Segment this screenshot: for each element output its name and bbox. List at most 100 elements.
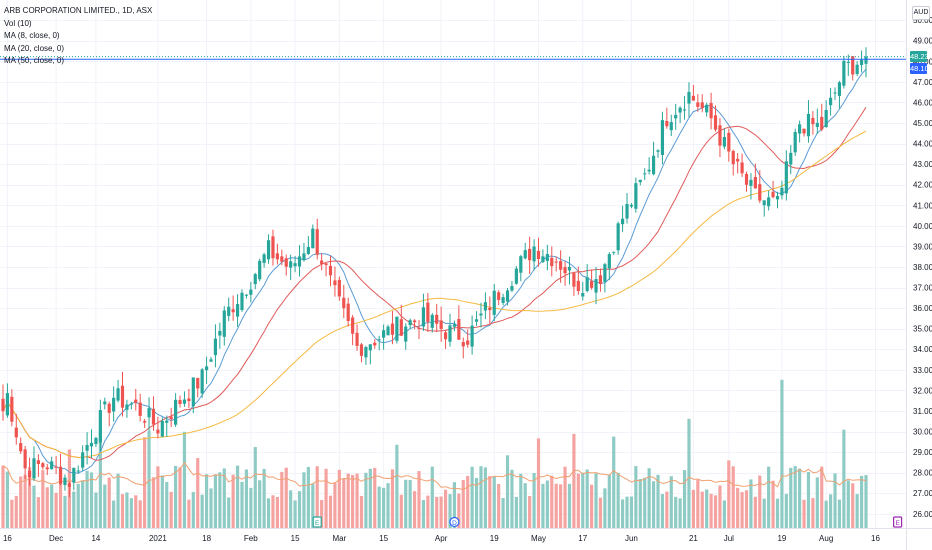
candle-body xyxy=(58,466,63,484)
volume-bar xyxy=(19,476,23,528)
y-tick-label: 45.00 xyxy=(913,119,932,128)
candle-body xyxy=(820,116,824,130)
candle-body xyxy=(10,396,14,422)
candle-body xyxy=(417,327,421,329)
currency-label[interactable]: AUD xyxy=(912,6,930,20)
legend-ma50[interactable]: MA (50, close, 0) xyxy=(4,56,65,65)
volume-bar xyxy=(855,494,859,528)
volume-bar xyxy=(620,499,625,528)
y-tick-label: 47.00 xyxy=(913,78,932,87)
ma-8-line xyxy=(2,68,867,474)
candle-body xyxy=(235,304,240,317)
event-marker[interactable]: D xyxy=(449,516,460,528)
candle-body xyxy=(143,420,147,423)
candle-body xyxy=(1,398,5,412)
volume-bar xyxy=(474,477,479,528)
volume-bar xyxy=(625,496,629,528)
candle-body xyxy=(32,458,36,479)
volume-bar xyxy=(262,468,266,528)
y-tick-label: 29.00 xyxy=(913,448,932,457)
candle-body xyxy=(572,273,576,287)
legend-ma8[interactable]: MA (8, close, 0) xyxy=(4,31,60,40)
candle-body xyxy=(404,326,408,342)
volume-bar xyxy=(174,465,178,528)
candle-body xyxy=(620,218,625,225)
volume-bar xyxy=(351,475,355,528)
y-tick-label: 38.00 xyxy=(913,263,932,272)
y-tick-label: 41.00 xyxy=(913,201,932,210)
legend-vol[interactable]: Vol (10) xyxy=(4,18,32,28)
x-tick-label: Jul xyxy=(724,534,734,543)
volume-bar xyxy=(421,500,426,528)
volume-bar xyxy=(112,500,116,528)
moving-average-lines xyxy=(2,68,867,474)
candle-body xyxy=(355,332,359,346)
candle-body xyxy=(691,95,695,101)
volume-bar xyxy=(342,478,346,528)
volume-bar xyxy=(138,500,142,528)
volume-bar xyxy=(541,483,545,528)
volume-bar xyxy=(585,469,589,528)
y-tick-label: 43.00 xyxy=(913,160,932,169)
volume-bar xyxy=(63,495,67,528)
volume-bar xyxy=(833,473,837,528)
volume-bar xyxy=(315,466,319,528)
event-marker[interactable]: E xyxy=(312,516,322,528)
y-tick-label: 26.00 xyxy=(913,510,932,519)
volume-bar xyxy=(165,481,169,528)
candle-body xyxy=(457,319,461,340)
candle-body xyxy=(156,429,160,434)
volume-bar xyxy=(275,496,279,528)
event-marker-label: E xyxy=(895,520,900,527)
volume-bar xyxy=(426,495,430,528)
volume-bar xyxy=(802,499,806,528)
candle-body xyxy=(439,320,443,329)
legend-ma20[interactable]: MA (20, close, 0) xyxy=(4,43,65,53)
candle-body xyxy=(505,290,510,302)
volume-bar xyxy=(218,472,222,528)
candle-body xyxy=(244,294,249,296)
volume-bar xyxy=(107,477,111,528)
candle-body xyxy=(474,319,479,322)
candle-body xyxy=(775,195,780,200)
candle-body xyxy=(430,314,434,328)
volume-bar xyxy=(156,466,160,528)
candle-body xyxy=(45,467,49,470)
volume-bar xyxy=(240,481,244,528)
x-tick-label: Jun xyxy=(625,534,638,543)
candle-body xyxy=(709,103,713,119)
y-tick-label: 39.00 xyxy=(913,242,932,251)
event-marker[interactable]: E xyxy=(893,516,903,528)
volume-bar xyxy=(32,485,36,528)
candle-body xyxy=(320,260,324,264)
candle-body xyxy=(359,344,364,356)
volume-bar xyxy=(815,477,819,528)
candle-body xyxy=(138,402,142,416)
dividend-icon xyxy=(449,516,460,528)
volume-bar xyxy=(1,465,5,528)
volume-bar xyxy=(669,476,673,528)
volume-bar xyxy=(567,483,572,528)
candle-body xyxy=(842,60,846,86)
candle-body xyxy=(581,293,585,297)
candle-body xyxy=(846,61,850,63)
volume-bar xyxy=(359,495,364,528)
candle-body xyxy=(182,399,187,404)
volume-bar xyxy=(439,496,443,528)
candle-body xyxy=(470,325,474,347)
candle-body xyxy=(545,254,549,261)
volume-bar xyxy=(510,469,514,528)
event-marker-label: D xyxy=(452,520,457,527)
volume-bar xyxy=(713,495,718,528)
y-tick-label: 44.00 xyxy=(913,140,932,149)
candle-body xyxy=(306,247,310,254)
candle-body xyxy=(634,183,638,209)
earnings-icon xyxy=(312,516,322,528)
volume-bar xyxy=(696,479,700,528)
candle-body xyxy=(674,114,678,119)
y-tick-label: 42.00 xyxy=(913,181,932,190)
volume-bar xyxy=(116,473,120,528)
volume-bar xyxy=(143,437,147,528)
candle-body xyxy=(864,56,868,64)
